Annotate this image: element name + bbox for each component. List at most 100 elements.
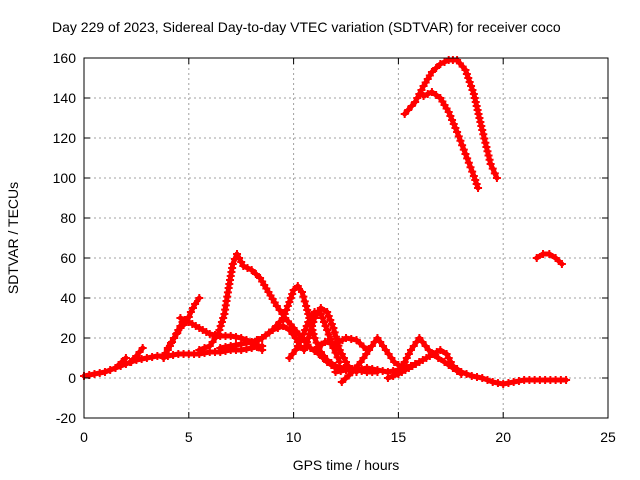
data-point: [268, 326, 277, 334]
series-arc-l: [400, 56, 501, 182]
data-marker: [180, 316, 189, 324]
data-point: [335, 358, 344, 366]
data-point: [228, 260, 237, 268]
x-axis-label: GPS time / hours: [293, 457, 400, 473]
data-point: [323, 356, 332, 364]
data-marker: [463, 154, 472, 163]
data-point: [461, 66, 470, 74]
data-point: [121, 354, 130, 362]
data-marker: [319, 318, 328, 326]
data-marker: [330, 328, 339, 337]
x-tick-label: 0: [80, 429, 88, 445]
data-marker: [462, 370, 471, 378]
data-series: [80, 56, 571, 388]
data-point: [214, 330, 223, 338]
data-point: [427, 88, 436, 96]
data-marker: [216, 322, 225, 330]
data-point: [279, 314, 288, 322]
y-tick-label: 60: [60, 250, 76, 266]
x-tick-label: 15: [391, 429, 407, 445]
data-point: [195, 346, 204, 354]
data-point: [247, 266, 256, 274]
data-point: [436, 60, 445, 68]
data-marker: [440, 58, 449, 66]
data-point: [293, 282, 302, 290]
data-marker: [480, 134, 489, 143]
data-marker: [307, 313, 316, 321]
y-tick-label: -20: [56, 410, 76, 426]
y-tick-label: 160: [53, 50, 77, 66]
data-marker: [389, 372, 398, 380]
series-arc-n: [532, 250, 566, 268]
data-marker: [490, 169, 499, 178]
series-arc-f: [247, 304, 361, 376]
data-marker: [468, 167, 477, 176]
data-marker: [456, 136, 465, 145]
data-point: [191, 300, 200, 308]
data-point: [297, 288, 306, 296]
series-arc-k: [383, 346, 571, 388]
data-point: [138, 344, 147, 352]
data-point: [545, 250, 554, 258]
data-marker: [327, 320, 336, 328]
data-point: [258, 346, 267, 354]
y-tick-label: 80: [60, 210, 76, 226]
data-marker: [219, 314, 228, 322]
data-marker: [243, 264, 252, 272]
data-point: [448, 362, 457, 370]
data-point: [316, 310, 325, 318]
data-point: [562, 376, 571, 384]
data-point: [434, 354, 443, 362]
data-point: [557, 260, 566, 268]
data-point: [300, 346, 309, 354]
data-marker: [283, 302, 292, 310]
data-marker: [432, 91, 441, 99]
data-point: [478, 126, 487, 134]
data-marker: [333, 353, 342, 362]
x-tick-label: 10: [286, 429, 302, 445]
x-tick-label: 20: [495, 429, 511, 445]
data-marker: [327, 359, 336, 367]
data-marker: [481, 138, 490, 147]
data-marker: [331, 332, 340, 341]
data-marker: [200, 344, 209, 352]
data-marker: [299, 292, 308, 301]
data-marker: [466, 163, 475, 172]
data-marker: [472, 180, 481, 188]
data-point: [117, 358, 126, 366]
x-tick-label: 25: [600, 429, 616, 445]
data-point: [492, 174, 501, 182]
data-point: [469, 172, 478, 180]
data-point: [289, 286, 298, 294]
data-marker: [483, 376, 492, 384]
plot-frame: [83, 57, 609, 419]
data-marker: [485, 155, 494, 164]
series-arc-spike-1: [111, 354, 130, 372]
data-marker: [465, 78, 474, 86]
data-point: [323, 326, 332, 334]
data-marker: [280, 310, 289, 318]
data-point: [474, 184, 483, 192]
y-tick-label: 100: [53, 170, 77, 186]
data-marker: [282, 306, 291, 314]
data-point: [383, 374, 392, 382]
data-point: [100, 368, 109, 376]
data-point: [304, 318, 313, 326]
series-track: [217, 283, 380, 375]
data-point: [310, 308, 319, 316]
data-marker: [482, 143, 491, 151]
data-marker: [215, 326, 224, 334]
series-arc-baseline: [80, 342, 267, 380]
data-marker: [302, 322, 311, 330]
data-marker: [462, 70, 471, 78]
data-point: [285, 298, 294, 306]
data-marker: [301, 342, 310, 350]
data-marker: [324, 330, 333, 339]
y-axis-label: SDTVAR / TECUs: [5, 182, 21, 294]
data-marker: [286, 294, 295, 302]
y-tick-label: 40: [60, 290, 76, 306]
data-point: [239, 262, 248, 270]
x-tick-label: 5: [185, 429, 193, 445]
